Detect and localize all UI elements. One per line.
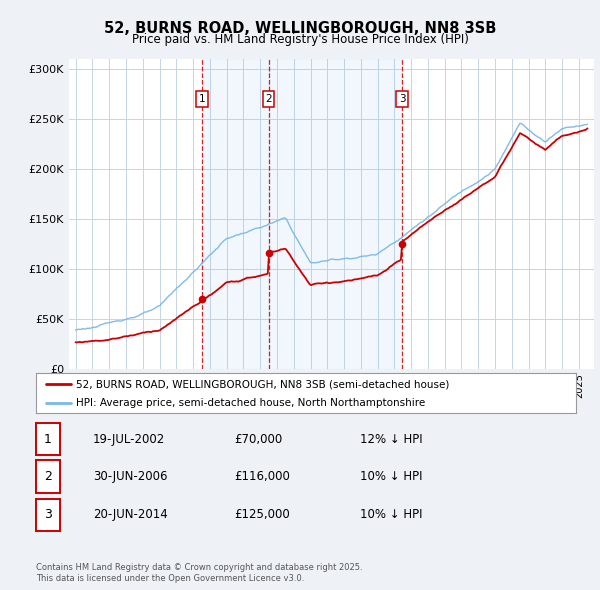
Text: £70,000: £70,000 xyxy=(234,432,282,446)
Text: Price paid vs. HM Land Registry's House Price Index (HPI): Price paid vs. HM Land Registry's House … xyxy=(131,33,469,46)
Text: 52, BURNS ROAD, WELLINGBOROUGH, NN8 3SB (semi-detached house): 52, BURNS ROAD, WELLINGBOROUGH, NN8 3SB … xyxy=(77,379,450,389)
Text: 1: 1 xyxy=(44,432,52,446)
Text: 10% ↓ HPI: 10% ↓ HPI xyxy=(360,470,422,483)
Bar xyxy=(202,59,269,369)
Text: 10% ↓ HPI: 10% ↓ HPI xyxy=(360,508,422,522)
Text: 20-JUN-2014: 20-JUN-2014 xyxy=(93,508,168,522)
Text: 12% ↓ HPI: 12% ↓ HPI xyxy=(360,432,422,446)
Text: Contains HM Land Registry data © Crown copyright and database right 2025.: Contains HM Land Registry data © Crown c… xyxy=(36,563,362,572)
Text: 30-JUN-2006: 30-JUN-2006 xyxy=(93,470,167,483)
Text: 52, BURNS ROAD, WELLINGBOROUGH, NN8 3SB: 52, BURNS ROAD, WELLINGBOROUGH, NN8 3SB xyxy=(104,21,496,36)
Text: £125,000: £125,000 xyxy=(234,508,290,522)
Text: HPI: Average price, semi-detached house, North Northamptonshire: HPI: Average price, semi-detached house,… xyxy=(77,398,426,408)
Text: 2: 2 xyxy=(265,94,272,104)
Text: 3: 3 xyxy=(44,508,52,522)
Text: 2: 2 xyxy=(44,470,52,483)
Text: 1: 1 xyxy=(199,94,206,104)
Text: This data is licensed under the Open Government Licence v3.0.: This data is licensed under the Open Gov… xyxy=(36,573,304,583)
Bar xyxy=(269,59,402,369)
Text: £116,000: £116,000 xyxy=(234,470,290,483)
Text: 19-JUL-2002: 19-JUL-2002 xyxy=(93,432,165,446)
Text: 3: 3 xyxy=(399,94,406,104)
